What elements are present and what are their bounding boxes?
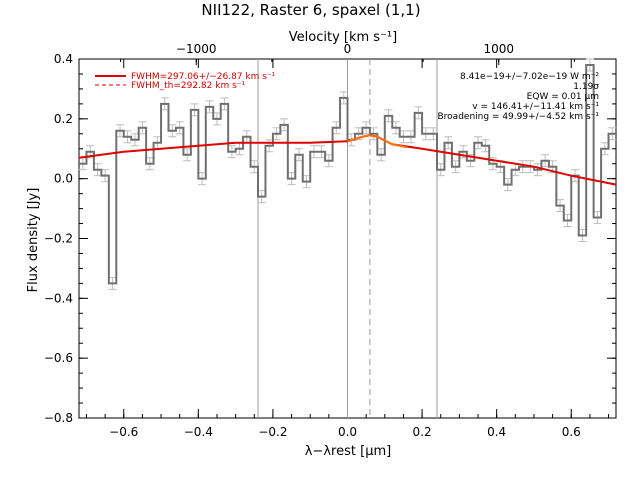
- y-tick-label: 0.4: [54, 52, 73, 66]
- x-tick-label: 0.2: [413, 425, 432, 439]
- fit-annotation: EQW = 0.01 μm: [527, 92, 599, 102]
- x-tick-label: −0.6: [109, 425, 138, 439]
- fit-curve: [347, 134, 408, 149]
- x-tick-label: 0.6: [562, 425, 581, 439]
- y-tick-label: −0.6: [44, 351, 73, 365]
- fit-annotation: Broadening = 49.99+/−4.52 km s⁻¹: [438, 112, 600, 122]
- y-tick-label: 0.2: [54, 112, 73, 126]
- x-tick-label: −0.4: [184, 425, 213, 439]
- top-tick-label: 1000: [483, 42, 514, 56]
- x-tick-label: 0.4: [487, 425, 506, 439]
- fit-annotation: 8.41e−19+/−7.02e−19 W m⁻²: [460, 72, 599, 82]
- y-tick-label: −0.2: [44, 232, 73, 246]
- chart-title: NII122, Raster 6, spaxel (1,1): [201, 1, 420, 19]
- y-tick-label: −0.8: [44, 411, 73, 425]
- x-tick-label: −0.2: [258, 425, 287, 439]
- y-tick-label: −0.4: [44, 291, 73, 305]
- y-tick-label: 0.0: [54, 172, 73, 186]
- plot-area: −0.6 −0.4 −0.2 0.0 0.2 0.4 0.6 −1000 0 1000 0.4 0.2…: [44, 42, 617, 439]
- top-tick-label: 0: [344, 42, 352, 56]
- legend: FWHM=297.06+/−26.87 km s⁻¹FWHM_th=292.82…: [95, 72, 276, 91]
- fit-annotation: v = 146.41+/−11.41 km s⁻¹: [472, 102, 599, 112]
- y-axis-label: Flux density [Jy]: [26, 188, 41, 293]
- x-tick-label: 0.0: [338, 425, 357, 439]
- fit-annotation: 1.19σ: [573, 82, 599, 92]
- x-axis-label: λ−λrest [μm]: [305, 444, 391, 459]
- top-axis-label: Velocity [km s⁻¹]: [289, 30, 397, 45]
- flux-spectrum-step: [79, 63, 616, 285]
- legend-label: FWHM=297.06+/−26.87 km s⁻¹: [131, 72, 276, 82]
- top-tick-label: −1000: [176, 42, 217, 56]
- legend-label: FWHM_th=292.82 km s⁻¹: [131, 81, 246, 91]
